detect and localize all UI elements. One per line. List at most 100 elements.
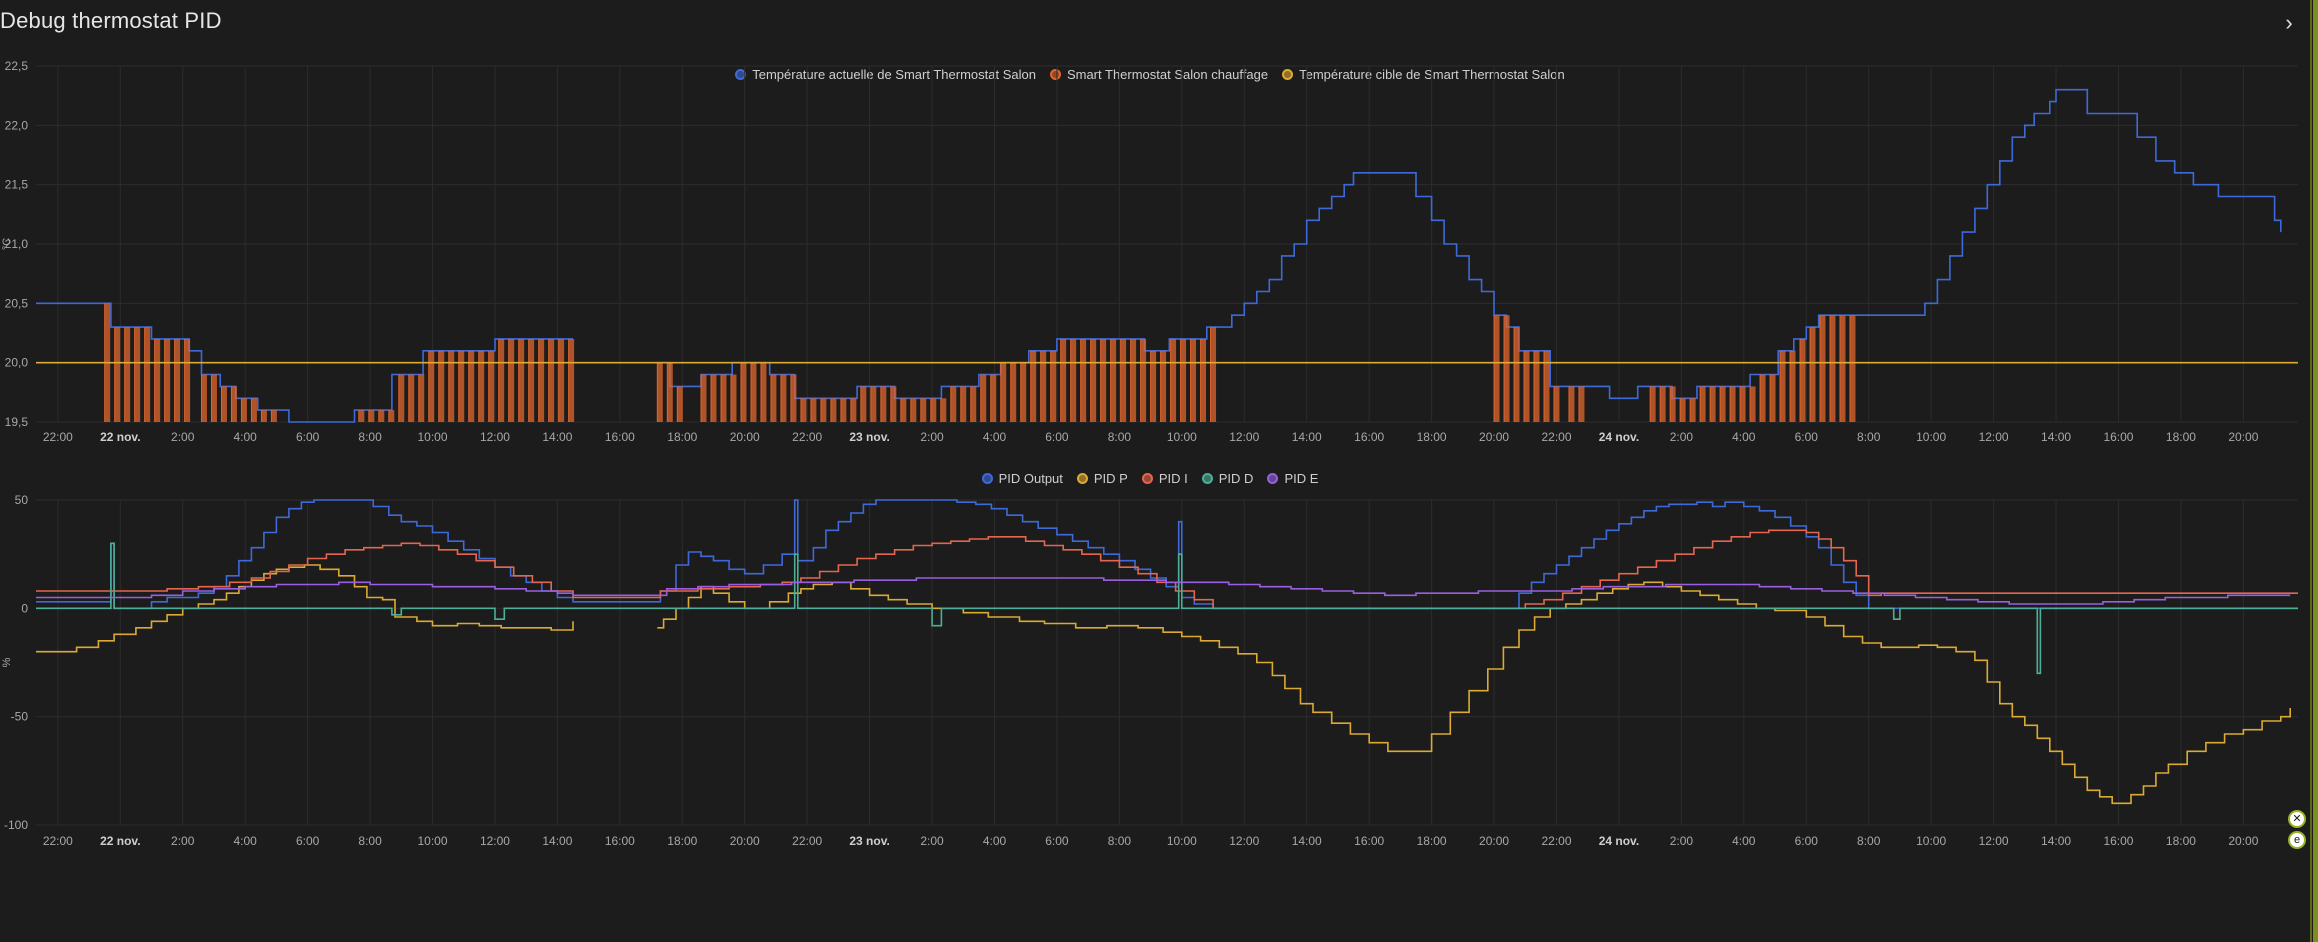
pid-xtick-label: 20:00 [1479, 834, 1509, 848]
pid-xtick-label: 12:00 [1979, 834, 2009, 848]
heating-bar [468, 350, 475, 422]
heating-bar [488, 350, 495, 422]
legend-swatch [1141, 472, 1153, 484]
heating-bar [568, 338, 575, 422]
legend-label: PID E [1284, 470, 1319, 486]
legend-item-pid-p[interactable]: PID P [1076, 471, 1128, 486]
card-title: Debug thermostat PID [0, 8, 222, 33]
top-xtick-label: 12:00 [1979, 430, 2009, 444]
pid-xtick-label: 18:00 [667, 834, 697, 848]
heating-bar [730, 374, 737, 422]
legend-label: Smart Thermostat Salon chauffage [1066, 66, 1269, 82]
top-series-temperature-actuelle-de-smart-thermostat-salon [36, 88, 2282, 423]
top-xtick-label: 8:00 [1857, 430, 1881, 444]
legend-label: PID I [1158, 470, 1188, 486]
heating-bar [241, 398, 247, 422]
top-ytick-label: 22,5 [5, 59, 29, 73]
top-xtick-label: 22:00 [43, 430, 73, 444]
heating-bar [1170, 338, 1177, 422]
pid-xtick-label: 24 nov. [1599, 834, 1639, 848]
pid-xtick-label: 16:00 [1354, 834, 1384, 848]
top-xtick-label: 2:00 [1670, 430, 1694, 444]
legend-item-smart-thermostat-salon-chauffage[interactable]: Smart Thermostat Salon chauffage [1049, 66, 1269, 82]
heating-bar [378, 410, 385, 422]
legend-swatch [1049, 68, 1061, 80]
heating-bar [1150, 350, 1157, 422]
heating-bar [1760, 374, 1766, 422]
pid-xtick-label: 22:00 [43, 834, 73, 848]
heating-bar [558, 338, 565, 422]
heating-bar [134, 327, 141, 422]
legend-item-pid-e[interactable]: PID E [1267, 471, 1318, 486]
temperature-chart: 19,5 20,0 20,5 21,0 21,5 22,0 22,5 °C 22:00 22 no… [1, 59, 2298, 444]
heating-bar [368, 410, 375, 422]
top-ytick-label: 22,0 [5, 118, 29, 132]
top-xtick-label: 6:00 [1795, 430, 1819, 444]
legend-item-pid-output[interactable]: PID Output [981, 471, 1063, 486]
top-xtick-label: 20:00 [2228, 430, 2258, 444]
heating-bar [398, 374, 405, 422]
pid-xtick-label: 2:00 [171, 834, 195, 848]
pid-xtick-label: 23 nov. [849, 834, 889, 848]
pid-xtick-label: 8:00 [358, 834, 382, 848]
heating-bar [750, 362, 757, 422]
heating-bar [1800, 338, 1806, 422]
top-xtick-label: 8:00 [1108, 430, 1132, 444]
top-xtick-label: 22:00 [1541, 430, 1571, 444]
heating-bar [1200, 338, 1207, 422]
pid-series-pid-p [36, 564, 2291, 805]
side-strip [2313, 0, 2318, 942]
heating-bar [1660, 386, 1666, 422]
heating-bar [760, 362, 767, 422]
close-icon[interactable]: ✕ [2288, 810, 2306, 828]
pid-xtick-label: 8:00 [1108, 834, 1132, 848]
top-chart-legend: Température actuelle de Smart Thermostat… [0, 64, 2300, 84]
top-xtick-label: 10:00 [1916, 430, 1946, 444]
legend-item-pid-d[interactable]: PID D [1201, 471, 1253, 486]
heating-bar [1680, 398, 1686, 422]
heating-bar [1790, 350, 1796, 422]
heating-bar [677, 386, 683, 422]
pid-xtick-label: 16:00 [2103, 834, 2133, 848]
top-xtick-label: 18:00 [1417, 430, 1447, 444]
heating-bar [1819, 315, 1826, 422]
heating-bar [124, 327, 131, 422]
heating-bar [458, 350, 465, 422]
heating-bar [1070, 338, 1077, 422]
pid-xtick-label: 18:00 [1417, 834, 1447, 848]
pid-xtick-label: 20:00 [2228, 834, 2258, 848]
legend-label: Température actuelle de Smart Thermostat… [752, 66, 1036, 82]
heating-bar [548, 338, 555, 422]
legend-item-pid-i[interactable]: PID I [1141, 470, 1188, 486]
heating-bar [940, 398, 947, 422]
pid-xtick-label: 4:00 [1732, 834, 1756, 848]
heating-bar [1020, 362, 1027, 422]
heating-bar [1740, 386, 1746, 422]
heating-bar [900, 398, 907, 422]
heating-bar [1494, 315, 1500, 422]
pid-ytick-label: -100 [4, 818, 28, 832]
heating-bar [1210, 327, 1217, 422]
heating-bar [221, 386, 227, 422]
heating-bar [920, 398, 927, 422]
extension-icon[interactable]: e [2288, 831, 2306, 849]
heating-bar [478, 350, 485, 422]
heating-bar [1110, 338, 1117, 422]
heating-bar [144, 327, 151, 422]
heating-bar [1010, 362, 1017, 422]
top-xtick-label: 16:00 [605, 430, 635, 444]
heating-bar [1553, 386, 1560, 422]
pid-xtick-label: 14:00 [542, 834, 572, 848]
heating-bar [930, 398, 937, 422]
side-strip-divider [2310, 0, 2312, 942]
top-xtick-label: 20:00 [730, 430, 760, 444]
top-xtick-label: 14:00 [542, 430, 572, 444]
heating-bar [508, 338, 515, 422]
heating-bar [1040, 350, 1047, 422]
chevron-right-icon[interactable]: › [2285, 10, 2293, 35]
pid-xtick-label: 12:00 [1229, 834, 1259, 848]
top-xtick-label: 16:00 [2103, 430, 2133, 444]
heating-bar [1000, 362, 1007, 422]
top-xtick-label: 24 nov. [1599, 430, 1639, 444]
top-xtick-label: 14:00 [1292, 430, 1322, 444]
